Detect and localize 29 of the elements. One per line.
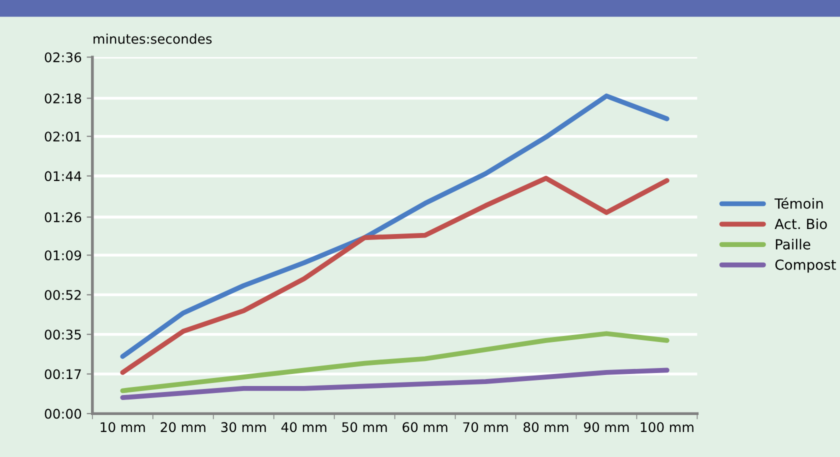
- x-tick-label: 90 mm: [584, 422, 629, 432]
- legend-label: Paille: [776, 238, 810, 250]
- x-tick-label: 30 mm: [221, 422, 266, 432]
- x-tick-label: 20 mm: [160, 422, 206, 432]
- y-tick-label: 01:26: [44, 212, 82, 222]
- line-series: [120, 94, 670, 359]
- line-series: [120, 368, 670, 400]
- y-tick-label: 01:09: [44, 250, 82, 260]
- y-tick-label: 00:17: [44, 369, 81, 380]
- y-tick-label: 00:35: [44, 330, 81, 340]
- x-tick-label: 40 mm: [281, 422, 326, 432]
- line-series: [120, 176, 670, 375]
- x-tick-label: 70 mm: [463, 422, 508, 432]
- y-tick-label: 02:01: [44, 132, 81, 142]
- x-tick-label: 60 mm: [402, 422, 448, 432]
- y-tick-label: 02:36: [44, 52, 82, 62]
- y-tick-label: 00:00: [44, 408, 82, 419]
- y-axis-title: minutes:secondes: [94, 34, 212, 44]
- x-tick-label: 10 mm: [100, 422, 145, 432]
- y-tick-label: 00:52: [44, 290, 81, 300]
- line-series: [120, 331, 670, 394]
- x-tick-label: 50 mm: [342, 422, 387, 432]
- legend-label: Compost: [775, 259, 836, 273]
- y-tick-label: 02:18: [44, 93, 82, 104]
- y-tick-label: 01:44: [44, 171, 82, 182]
- x-tick-label: 80 mm: [524, 422, 568, 432]
- legend-label: Act. Bio: [774, 218, 827, 230]
- x-tick-label: 100 mm: [640, 422, 694, 432]
- legend-label: Témoin: [774, 198, 823, 209]
